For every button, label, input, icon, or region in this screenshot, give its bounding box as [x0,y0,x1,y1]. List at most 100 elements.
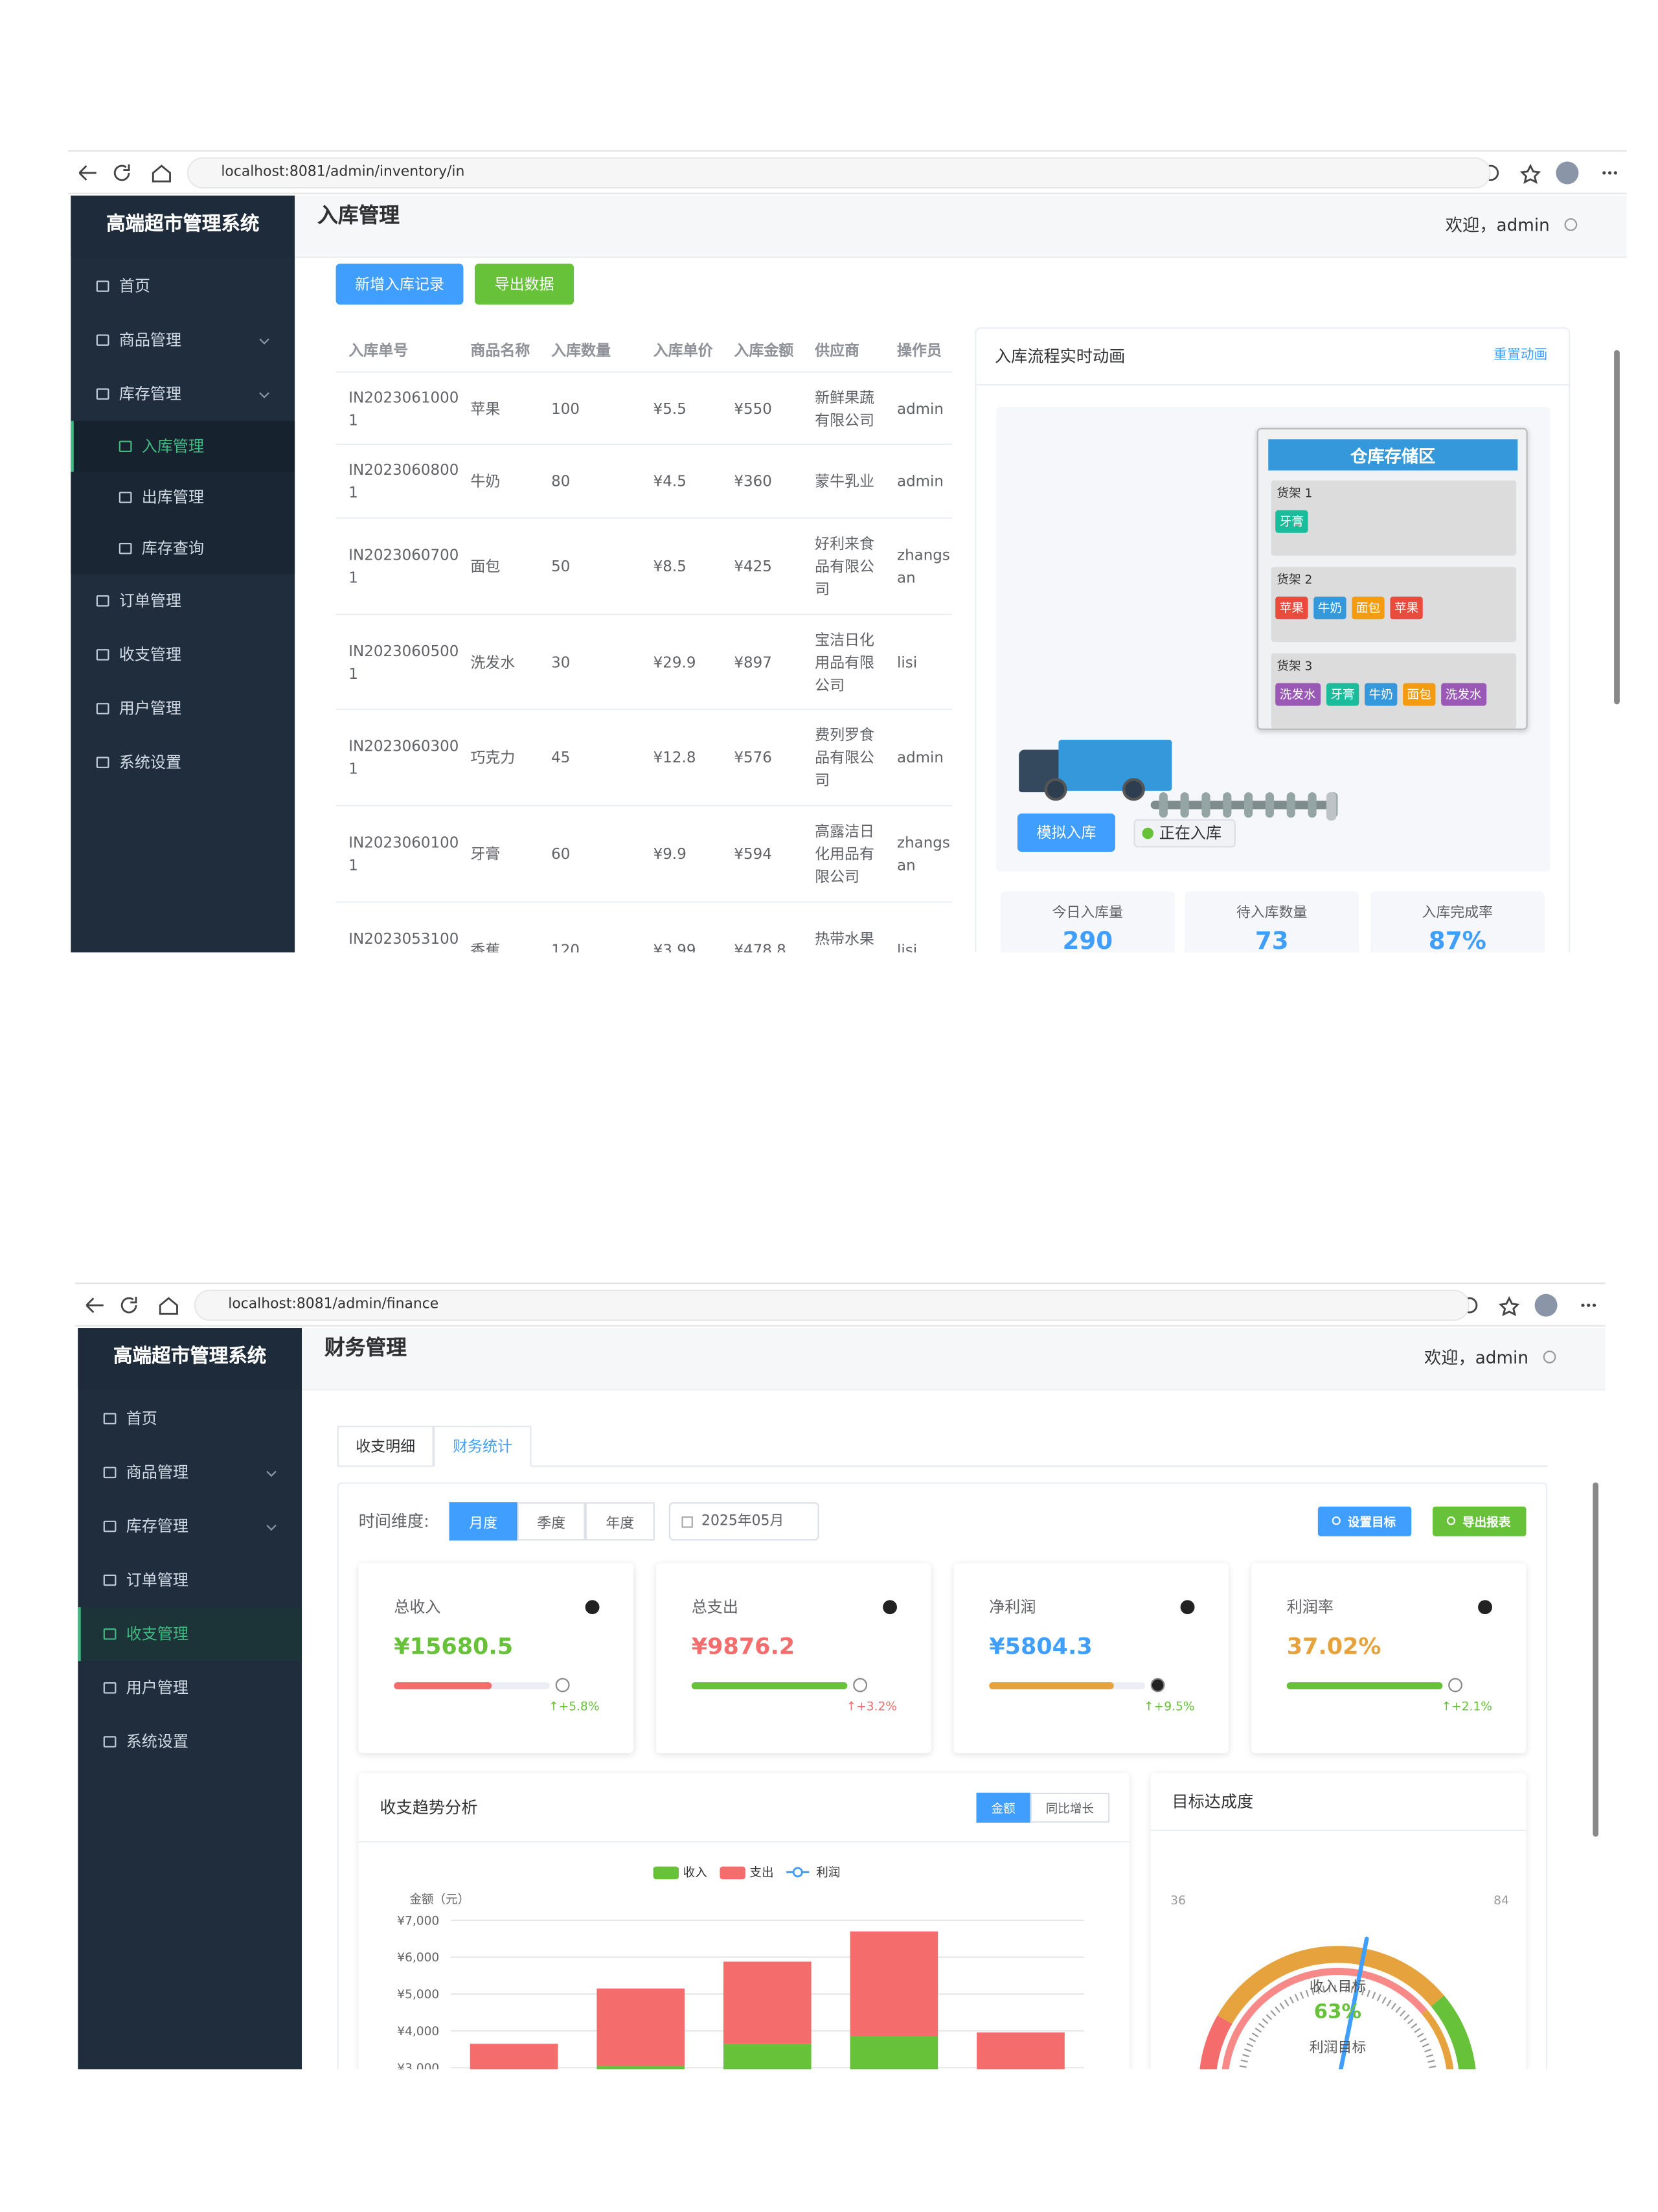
nav-label: 首页 [126,1409,157,1428]
table-cell: admin [897,400,944,418]
card-trend: ↑+9.5% [1144,1700,1195,1715]
y-tick-label: ¥5,000 [397,1988,439,2001]
chart-toggle[interactable]: 同比增长 [1030,1792,1110,1823]
nav-item[interactable] [71,523,295,575]
button[interactable]: 新增入库记录 [335,263,464,305]
table-row [335,806,953,903]
truck-wheel [1122,778,1145,801]
table-cell: admin [897,749,944,767]
table-header: 入库金额 [734,342,794,360]
table-cell: admin [897,473,944,491]
settings-icon[interactable] [1564,218,1578,231]
stat-card [1251,1563,1527,1753]
button[interactable]: 导出数据 [474,263,574,305]
date-picker[interactable] [668,1502,819,1541]
chart-toggle[interactable]: 金额 [976,1792,1030,1823]
table-cell: 牛奶 [470,473,501,491]
nav-label: 系统设置 [119,753,182,772]
shelf-item: 牛奶 [1313,597,1346,620]
gauge-max: 84 [1493,1894,1509,1909]
table-cell: IN20230610001 [348,389,459,429]
legend-swatch [720,1866,745,1880]
stat-card [656,1563,931,1753]
reset-link[interactable]: 重置动画 [1493,347,1548,363]
card-trend: ↑+5.8% [549,1700,600,1715]
stat-label: 入库完成率 [1422,906,1493,922]
brand-bar [78,1328,302,1389]
period-button[interactable]: 月度 [449,1502,517,1541]
info-icon [883,1600,898,1615]
progress-fill [394,1682,492,1690]
gauge-arc [1199,2015,1232,2069]
nav-label: 订单管理 [126,1571,189,1590]
nav-label: 出库管理 [141,488,205,507]
progress-icon [1448,1678,1463,1693]
table-cell: lisi [897,942,918,953]
nav-item[interactable] [71,420,295,472]
legend-label: 支出 [749,1866,773,1880]
settings-icon[interactable] [1543,1351,1556,1363]
y-tick-label: ¥7,000 [397,1914,439,1928]
nav-icon [103,1520,117,1533]
tab[interactable]: 财务统计 [433,1426,532,1467]
roller [1159,792,1168,818]
table-cell: ¥550 [734,400,772,418]
brand-bar [71,195,295,257]
table-cell: IN20230603001 [348,738,459,779]
period-button[interactable]: 年度 [585,1502,655,1541]
gauge-value: 63% [1314,2001,1361,2024]
table-cell: ¥478.8 [734,942,786,953]
info-icon [1478,1600,1492,1615]
table-cell: 巧克力 [470,749,516,767]
address-field[interactable] [194,1290,1470,1321]
y-tick-label: ¥4,000 [397,2025,439,2038]
progress-fill [989,1682,1114,1690]
page-title: 入库管理 [317,205,400,228]
nav-label: 用户管理 [126,1678,189,1698]
tab[interactable]: 收支明细 [337,1426,434,1467]
nav-label: 库存查询 [141,539,205,558]
nav-item[interactable] [71,472,295,523]
time-label: 时间维度: [358,1511,429,1531]
legend-swatch [792,1867,803,1878]
table-header: 入库单价 [653,342,713,360]
gauge-min: 36 [1170,1894,1186,1909]
browser-window: localhost:8081/admin/finance 高端超市管理系统 首页 商品… [74,1283,1606,2069]
table-cell: 120 [551,942,580,953]
table-cell: zhangsan [897,547,950,587]
bar [850,2036,938,2069]
nav-icon [103,1736,117,1748]
address-field[interactable] [187,157,1491,189]
calendar-icon [681,1516,693,1528]
table-cell: 60 [551,846,571,863]
nav-icon [103,1574,117,1586]
card-value: ¥5804.3 [989,1632,1093,1660]
table-row [335,372,953,446]
nav-icon [96,757,109,768]
table-cell: 新鲜果蔬有限公司 [815,389,874,429]
bar [723,2044,812,2069]
legend-swatch [653,1866,679,1880]
roller [1265,792,1275,818]
table-cell: ¥8.5 [653,558,687,576]
panel-title: 入库流程实时动画 [994,346,1126,367]
shelf [1271,480,1517,556]
table-header: 入库单号 [348,342,409,360]
card-label: 利润率 [1286,1597,1334,1617]
card-label: 总支出 [691,1597,738,1617]
table-cell: ¥594 [734,846,772,863]
period-button[interactable]: 季度 [517,1502,585,1541]
nav-icon [119,440,132,452]
nav-icon [96,595,109,607]
table-cell: 100 [551,400,580,418]
nav-label: 用户管理 [119,699,182,718]
table-cell: ¥425 [734,558,772,576]
table-cell: 好利来食品有限公司 [815,536,874,599]
simulate-button[interactable]: 模拟入库 [1017,813,1115,852]
page-title: 财务管理 [324,1337,407,1360]
url: localhost:8081/admin/finance [228,1297,439,1313]
table-header-row [335,330,953,373]
nav-icon [96,334,109,346]
